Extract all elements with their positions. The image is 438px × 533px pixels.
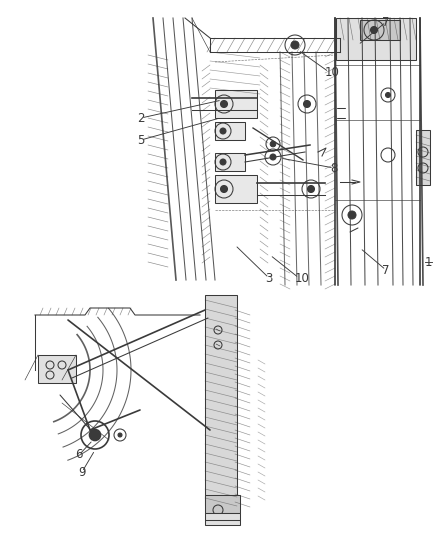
Circle shape	[270, 141, 276, 147]
FancyBboxPatch shape	[205, 513, 240, 525]
Text: 10: 10	[295, 271, 310, 285]
Circle shape	[348, 211, 356, 219]
FancyBboxPatch shape	[215, 122, 245, 140]
Circle shape	[307, 185, 314, 192]
Circle shape	[351, 41, 359, 49]
Text: 7: 7	[382, 263, 389, 277]
Circle shape	[220, 128, 226, 134]
Text: 9: 9	[78, 465, 85, 479]
Circle shape	[89, 430, 100, 440]
Text: 3: 3	[265, 271, 272, 285]
FancyBboxPatch shape	[205, 495, 240, 513]
FancyBboxPatch shape	[215, 153, 245, 171]
Circle shape	[304, 101, 311, 108]
Circle shape	[220, 101, 227, 108]
FancyBboxPatch shape	[360, 20, 400, 40]
Text: 6: 6	[75, 448, 82, 462]
Circle shape	[291, 41, 299, 49]
FancyBboxPatch shape	[416, 130, 430, 185]
Text: 10: 10	[325, 66, 340, 78]
FancyBboxPatch shape	[215, 175, 257, 203]
Text: 5: 5	[138, 133, 145, 147]
Text: 7: 7	[382, 15, 389, 28]
Circle shape	[371, 27, 378, 34]
FancyBboxPatch shape	[38, 355, 76, 383]
Circle shape	[270, 154, 276, 160]
Circle shape	[220, 159, 226, 165]
Circle shape	[385, 93, 391, 98]
FancyBboxPatch shape	[215, 90, 257, 118]
Text: 2: 2	[138, 111, 145, 125]
FancyBboxPatch shape	[205, 295, 237, 505]
Text: 1: 1	[424, 255, 432, 269]
Text: 8: 8	[330, 161, 337, 174]
FancyBboxPatch shape	[336, 18, 416, 60]
Circle shape	[220, 185, 227, 192]
Circle shape	[118, 433, 122, 437]
